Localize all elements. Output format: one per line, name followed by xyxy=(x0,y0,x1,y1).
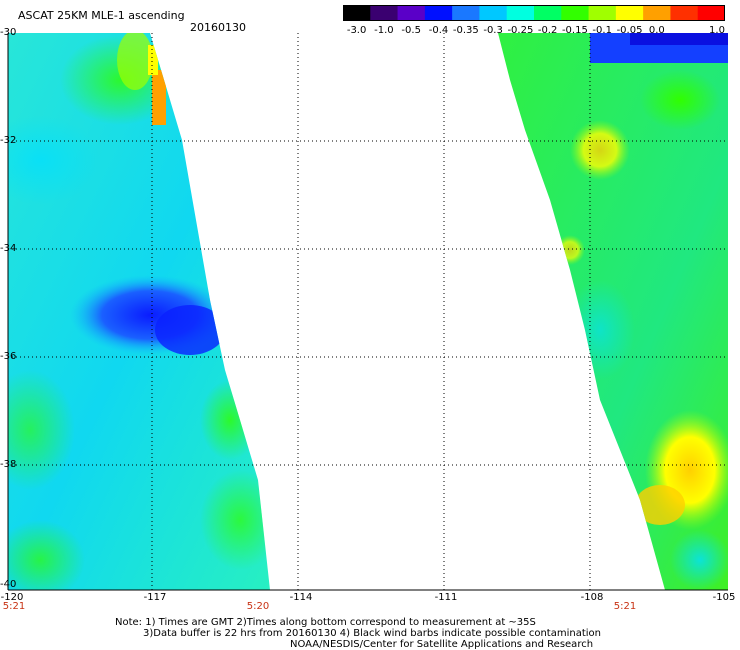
note-line-2: 3)Data buffer is 22 hrs from 20160130 4)… xyxy=(143,628,601,639)
colorbar-segment xyxy=(588,5,617,21)
colorbar-segment xyxy=(397,5,426,21)
colorbar-segment xyxy=(343,5,371,21)
colorbar-label: -0.3 xyxy=(483,25,503,36)
colorbar-segment xyxy=(479,5,508,21)
lat-label-40: -40 xyxy=(0,579,17,590)
lon-label-114: -114 xyxy=(289,592,313,603)
colorbar-label: -3.0 xyxy=(346,25,367,36)
colorbar-segment xyxy=(643,5,671,21)
product-title: ASCAT 25KM MLE-1 ascending xyxy=(18,9,185,22)
colorbar-segment xyxy=(506,5,535,21)
lat-label-34: -34 xyxy=(0,243,17,254)
left-swath xyxy=(8,33,270,590)
colorbar-label: -0.35 xyxy=(452,25,479,36)
colorbar-segment xyxy=(670,5,699,21)
colorbar-segment xyxy=(424,5,453,21)
lon-label-120: -120 xyxy=(0,592,24,603)
lon-label-111: -111 xyxy=(434,592,458,603)
colorbar-label: 1.0 xyxy=(709,25,725,36)
lat-label-36: -36 xyxy=(0,351,17,362)
colorbar-segment xyxy=(370,5,399,21)
lat-label-38: -38 xyxy=(0,459,17,470)
note-line-3: NOAA/NESDIS/Center for Satellite Applica… xyxy=(290,639,594,650)
colorbar-label: -0.25 xyxy=(507,25,534,36)
colorbar-label: -1.0 xyxy=(374,25,394,36)
lon-label-108: -108 xyxy=(580,592,604,603)
colorbar-label: -0.05 xyxy=(616,25,643,36)
time-label-left: 5:21 xyxy=(2,601,26,612)
colorbar xyxy=(343,5,725,21)
colorbar-segment xyxy=(452,5,480,21)
colorbar-label: -0.2 xyxy=(537,25,558,36)
gridlines xyxy=(8,33,728,590)
colorbar-label: -0.4 xyxy=(428,25,449,36)
note-line-1: Note: 1) Times are GMT 2)Times along bot… xyxy=(115,617,536,628)
lon-label-105: -105 xyxy=(712,592,736,603)
lat-label-32: -32 xyxy=(0,135,17,146)
product-date: 20160130 xyxy=(190,21,246,34)
right-swath xyxy=(498,33,728,590)
lon-label-117: -117 xyxy=(143,592,167,603)
colorbar-segment xyxy=(561,5,590,21)
colorbar-segment xyxy=(615,5,644,21)
colorbar-segment xyxy=(534,5,562,21)
colorbar-label: -0.5 xyxy=(401,25,421,36)
colorbar-label: 0.0 xyxy=(648,25,665,36)
time-label-right: 5:21 xyxy=(613,601,637,612)
colorbar-border xyxy=(343,5,725,21)
time-label-middle: 5:20 xyxy=(246,601,270,612)
lat-label-30: -30 xyxy=(0,27,17,38)
colorbar-label: -0.1 xyxy=(592,25,612,36)
colorbar-segment xyxy=(697,5,725,21)
colorbar-label: -0.15 xyxy=(561,25,588,36)
map-frame xyxy=(7,33,728,591)
